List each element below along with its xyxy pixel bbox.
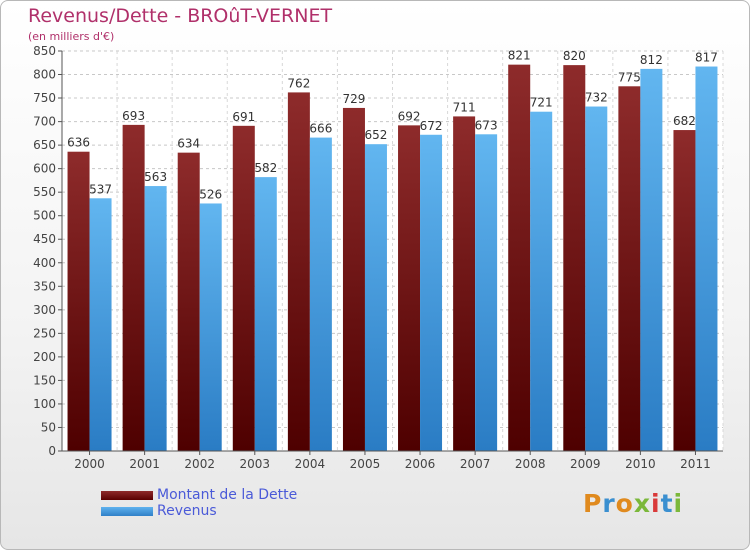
- y-tick-label: 600: [33, 162, 56, 176]
- bar-dette: [122, 124, 145, 451]
- x-tick-label: 2000: [74, 457, 105, 471]
- y-tick-label: 250: [33, 326, 56, 340]
- data-label-revenus: 673: [475, 118, 498, 132]
- bar-revenus: [420, 134, 443, 451]
- bar-revenus: [364, 144, 387, 452]
- bar-dette: [618, 86, 641, 451]
- bar-dette: [342, 107, 365, 452]
- y-tick-label: 200: [33, 350, 56, 364]
- chart-title: Revenus/Dette - BROûT-VERNET: [28, 5, 333, 27]
- x-tick-label: 2002: [184, 457, 215, 471]
- data-label-dette: 820: [563, 49, 586, 63]
- x-tick-label: 2008: [515, 457, 546, 471]
- data-label-dette: 682: [673, 114, 696, 128]
- legend-swatch-dette: [101, 491, 153, 500]
- x-tick-label: 2006: [405, 457, 436, 471]
- data-label-revenus: 817: [695, 51, 718, 65]
- bar-revenus: [530, 111, 553, 452]
- legend-label-dette: Montant de la Dette: [157, 487, 298, 503]
- data-label-revenus: 666: [309, 122, 332, 136]
- data-label-dette: 762: [287, 76, 310, 90]
- y-tick-label: 550: [33, 185, 56, 199]
- y-tick-label: 450: [33, 232, 56, 246]
- bar-revenus: [254, 177, 277, 451]
- bar-revenus: [695, 66, 718, 451]
- bar-revenus: [89, 198, 112, 451]
- bar-dette: [67, 151, 90, 452]
- data-label-dette: 692: [398, 109, 421, 123]
- data-label-revenus: 582: [254, 161, 277, 175]
- bar-dette: [398, 125, 421, 452]
- bar-revenus: [144, 186, 167, 451]
- chart-subtitle: (en milliers d'€): [28, 30, 115, 43]
- data-label-revenus: 812: [640, 53, 663, 67]
- bar-revenus: [640, 68, 663, 451]
- bar-revenus: [309, 137, 332, 451]
- data-label-dette: 636: [67, 136, 90, 150]
- data-label-dette: 634: [177, 137, 200, 151]
- data-label-dette: 821: [508, 49, 531, 63]
- data-label-revenus: 721: [530, 96, 553, 110]
- data-label-dette: 693: [122, 109, 145, 123]
- data-label-dette: 711: [453, 100, 476, 114]
- y-tick-label: 400: [33, 256, 56, 270]
- data-label-revenus: 672: [420, 119, 443, 133]
- x-tick-label: 2005: [350, 457, 381, 471]
- bar-revenus: [475, 134, 498, 451]
- legend-swatch-revenus: [101, 507, 153, 516]
- y-tick-label: 300: [33, 303, 56, 317]
- bar-revenus: [585, 106, 608, 451]
- bar-dette: [563, 65, 586, 451]
- y-tick-label: 650: [33, 138, 56, 152]
- bar-dette: [177, 152, 200, 451]
- data-label-dette: 775: [618, 70, 641, 84]
- y-tick-label: 50: [41, 420, 56, 434]
- x-tick-label: 2010: [625, 457, 656, 471]
- bar-revenus: [199, 203, 222, 451]
- y-tick-label: 800: [33, 68, 56, 82]
- y-tick-label: 100: [33, 397, 56, 411]
- bar-dette: [287, 92, 310, 451]
- data-label-dette: 691: [232, 110, 255, 124]
- y-tick-label: 150: [33, 373, 56, 387]
- y-tick-label: 500: [33, 209, 56, 223]
- x-tick-label: 2003: [240, 457, 271, 471]
- bar-dette: [453, 116, 476, 451]
- data-label-revenus: 563: [144, 170, 167, 184]
- y-tick-label: 850: [33, 44, 56, 58]
- x-tick-label: 2009: [570, 457, 601, 471]
- proxiti-logo: Proxiti: [583, 489, 684, 518]
- x-tick-label: 2001: [129, 457, 160, 471]
- bar-dette: [508, 64, 531, 451]
- x-tick-label: 2007: [460, 457, 491, 471]
- y-tick-label: 750: [33, 91, 56, 105]
- y-tick-label: 0: [48, 444, 56, 458]
- y-tick-label: 700: [33, 115, 56, 129]
- x-tick-label: 2011: [680, 457, 711, 471]
- data-label-revenus: 537: [89, 182, 112, 196]
- y-tick-label: 350: [33, 279, 56, 293]
- bar-dette: [673, 130, 696, 451]
- data-label-revenus: 652: [365, 128, 388, 142]
- x-tick-label: 2004: [295, 457, 326, 471]
- data-label-revenus: 526: [199, 187, 222, 201]
- bar-dette: [232, 125, 255, 451]
- legend-label-revenus: Revenus: [157, 503, 217, 519]
- data-label-dette: 729: [343, 92, 366, 106]
- data-label-revenus: 732: [585, 91, 608, 105]
